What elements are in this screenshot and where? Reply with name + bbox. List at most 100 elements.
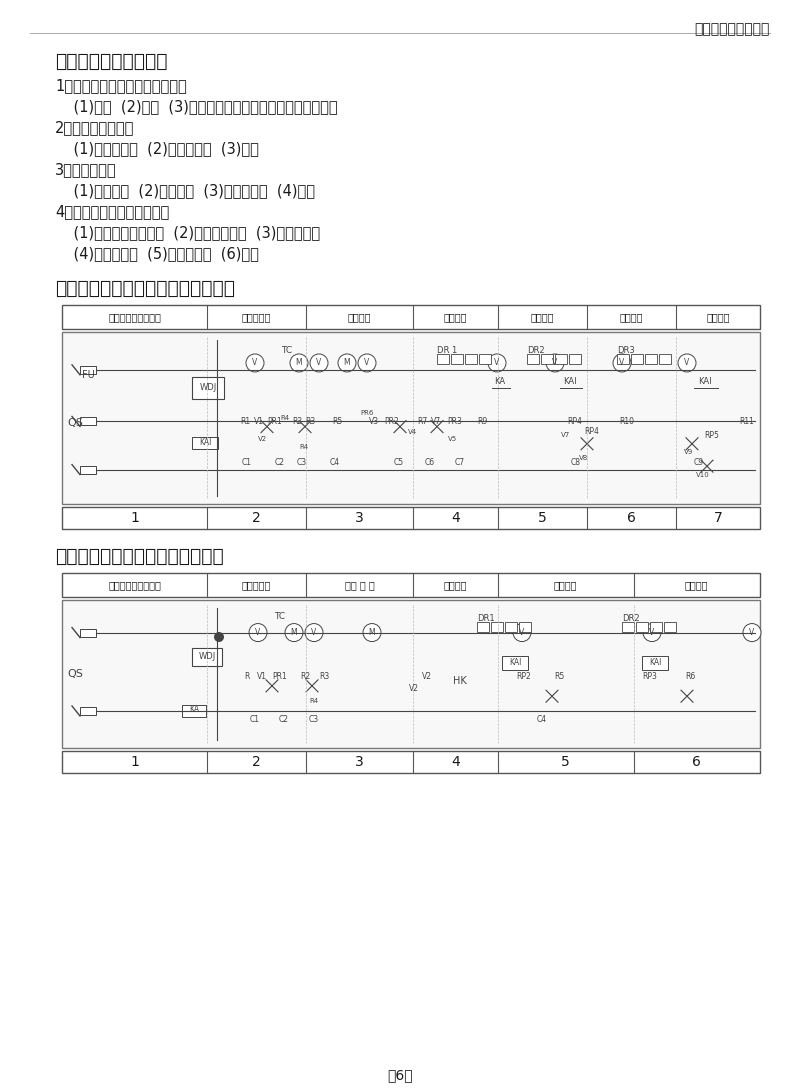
Text: RP4: RP4 xyxy=(567,417,582,426)
Text: 输送 电 机: 输送 电 机 xyxy=(345,580,374,590)
Bar xyxy=(192,649,222,666)
Text: 2、发热管不工作：: 2、发热管不工作： xyxy=(55,120,134,135)
Text: WDJ: WDJ xyxy=(199,382,217,392)
Text: (4)变压器损坏  (5)整流硅损坏  (6)断路: (4)变压器损坏 (5)整流硅损坏 (6)断路 xyxy=(55,246,259,261)
Bar xyxy=(62,507,760,529)
Text: M: M xyxy=(290,628,298,637)
Text: 输送电机: 输送电机 xyxy=(348,312,371,322)
Text: C8: C8 xyxy=(571,458,581,466)
Text: 电源开关及过载保护: 电源开关及过载保护 xyxy=(108,312,161,322)
Text: 电源开关及过载保护: 电源开关及过载保护 xyxy=(108,580,161,590)
Bar xyxy=(437,354,449,364)
Text: 上发热管: 上发热管 xyxy=(685,580,709,590)
Text: C9: C9 xyxy=(694,458,704,466)
Bar xyxy=(645,354,657,364)
Text: V10: V10 xyxy=(696,472,710,478)
Text: 3: 3 xyxy=(355,511,364,525)
Circle shape xyxy=(678,354,696,372)
Text: TC: TC xyxy=(274,612,286,621)
Text: V: V xyxy=(750,628,754,637)
Text: QS: QS xyxy=(67,669,83,679)
Text: RP5: RP5 xyxy=(705,430,719,440)
Text: 广州飞越包装机械厂: 广州飞越包装机械厂 xyxy=(694,22,770,36)
Text: R2: R2 xyxy=(292,417,302,426)
Text: 下发热管: 下发热管 xyxy=(554,580,578,590)
Text: QS: QS xyxy=(67,418,83,428)
Text: RP4: RP4 xyxy=(585,427,599,437)
Text: 3、风机不转：: 3、风机不转： xyxy=(55,162,117,177)
Text: R9: R9 xyxy=(477,417,487,426)
Circle shape xyxy=(214,632,224,642)
Text: 上发热管: 上发热管 xyxy=(619,312,643,322)
Text: RP2: RP2 xyxy=(517,673,531,681)
Text: V9: V9 xyxy=(684,450,694,455)
Bar xyxy=(479,354,491,364)
Bar xyxy=(617,354,629,364)
Circle shape xyxy=(613,354,631,372)
Text: V: V xyxy=(255,628,261,637)
Circle shape xyxy=(249,624,267,642)
Text: DR2: DR2 xyxy=(622,614,640,624)
Text: C1: C1 xyxy=(242,458,252,466)
Text: V2: V2 xyxy=(409,685,419,693)
Bar xyxy=(491,622,503,632)
Bar xyxy=(80,707,96,715)
Text: 偏发热管: 偏发热管 xyxy=(530,312,554,322)
Bar xyxy=(642,656,668,670)
Text: C5: C5 xyxy=(394,458,404,466)
Text: V: V xyxy=(519,628,525,637)
Bar xyxy=(80,417,96,426)
Text: R4: R4 xyxy=(299,444,309,450)
Text: C7: C7 xyxy=(455,458,465,466)
Text: V2: V2 xyxy=(422,673,432,681)
Bar xyxy=(62,332,760,505)
Circle shape xyxy=(743,624,761,642)
Text: V2: V2 xyxy=(258,436,266,441)
Text: V: V xyxy=(252,358,258,368)
Text: FU: FU xyxy=(82,370,94,380)
Text: 5: 5 xyxy=(538,511,546,525)
Bar xyxy=(182,704,206,716)
Text: V: V xyxy=(650,628,654,637)
Circle shape xyxy=(513,624,531,642)
Bar xyxy=(192,377,224,399)
Circle shape xyxy=(310,354,328,372)
Text: V1: V1 xyxy=(254,417,264,426)
Text: R6: R6 xyxy=(685,673,695,681)
Circle shape xyxy=(246,354,264,372)
Text: HK: HK xyxy=(453,676,467,687)
Bar xyxy=(80,366,96,373)
Text: R5: R5 xyxy=(332,417,342,426)
Text: V3: V3 xyxy=(369,417,379,426)
Bar xyxy=(631,354,643,364)
Text: V4: V4 xyxy=(407,429,417,435)
Text: 6: 6 xyxy=(692,755,701,769)
Bar xyxy=(636,622,648,632)
Text: 2: 2 xyxy=(252,755,261,769)
Text: 温度控制器: 温度控制器 xyxy=(242,312,271,322)
Text: R2: R2 xyxy=(300,673,310,681)
Bar xyxy=(477,622,489,632)
Text: PR3: PR3 xyxy=(447,417,462,426)
Text: C1: C1 xyxy=(250,715,260,724)
Text: V: V xyxy=(311,628,317,637)
Text: 7: 7 xyxy=(714,511,722,525)
Text: M: M xyxy=(369,628,375,637)
Text: R4: R4 xyxy=(281,415,290,422)
Text: V: V xyxy=(494,358,500,368)
Bar xyxy=(62,600,760,748)
Text: 4、输送带不走或不能调速：: 4、输送带不走或不能调速： xyxy=(55,204,170,219)
Text: (1)发热管损坏  (2)可控硅损坏  (3)断路: (1)发热管损坏 (2)可控硅损坏 (3)断路 xyxy=(55,141,259,156)
Text: KAI: KAI xyxy=(649,657,661,666)
Bar xyxy=(541,354,553,364)
Text: 4: 4 xyxy=(451,755,460,769)
Text: －6－: －6－ xyxy=(387,1068,413,1082)
Text: V: V xyxy=(552,358,558,368)
Bar xyxy=(555,354,567,364)
Circle shape xyxy=(488,354,506,372)
Text: 1、空气开头跳闸或烧断保险丝：: 1、空气开头跳闸或烧断保险丝： xyxy=(55,78,186,93)
Text: V: V xyxy=(619,358,625,368)
Text: DR2: DR2 xyxy=(527,346,545,355)
Circle shape xyxy=(643,624,661,642)
Text: M: M xyxy=(296,358,302,368)
